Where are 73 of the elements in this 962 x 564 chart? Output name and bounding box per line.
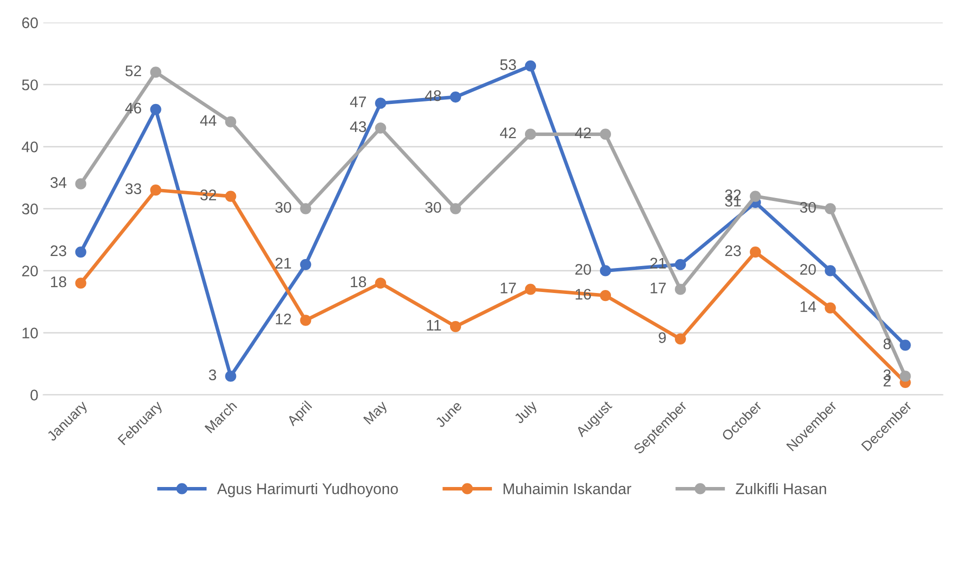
point [225, 190, 236, 202]
point [824, 203, 836, 214]
data-label: 17 [650, 282, 666, 294]
point [225, 370, 236, 382]
point [674, 284, 686, 295]
data-label: 53 [500, 59, 516, 70]
point [674, 333, 686, 345]
point [450, 91, 462, 103]
point [750, 246, 761, 258]
x-tick-label: May [363, 400, 390, 427]
data-label: 42 [500, 128, 516, 138]
point [150, 66, 162, 78]
point [300, 203, 312, 214]
point [75, 178, 86, 190]
point [300, 258, 312, 270]
point [674, 258, 686, 270]
data-label: 20 [800, 264, 816, 275]
data-label: 33 [125, 183, 142, 194]
point [300, 314, 312, 326]
point [600, 290, 612, 302]
x-tick-label: July [513, 400, 540, 426]
y-tick-label: 10 [22, 328, 38, 338]
point [450, 321, 462, 332]
data-label: 43 [350, 121, 366, 132]
point [375, 278, 386, 289]
legend-label: Zulkifli Hasan [736, 483, 826, 494]
data-label: 21 [276, 258, 292, 268]
y-tick-label: 60 [22, 17, 38, 28]
point [225, 116, 236, 128]
point [900, 340, 911, 351]
point [150, 104, 162, 115]
point [900, 370, 911, 382]
data-label: 18 [350, 276, 366, 288]
y-tick-label: 50 [22, 79, 38, 90]
data-label: 12 [276, 314, 291, 324]
data-label: 34 [50, 177, 66, 188]
data-label: 30 [800, 202, 816, 213]
data-label: 8 [884, 338, 891, 350]
data-label: 11 [426, 320, 441, 331]
legend-label: Muhaimin Iskandar [504, 483, 632, 494]
point [75, 278, 86, 289]
data-label: 23 [50, 245, 66, 256]
point [375, 122, 386, 134]
point [450, 203, 462, 214]
data-label: 18 [51, 276, 66, 288]
point [600, 265, 612, 276]
data-label: 52 [125, 65, 142, 76]
point [524, 284, 536, 295]
y-tick-label: 40 [22, 142, 38, 152]
point [75, 246, 86, 258]
data-label: 46 [125, 102, 142, 114]
point [750, 190, 761, 202]
data-label: 23 [725, 245, 741, 256]
y-tick-label: 30 [22, 204, 38, 214]
data-label: 9 [658, 332, 666, 344]
point [824, 265, 836, 276]
data-label: 3 [208, 369, 216, 380]
point [600, 128, 612, 140]
data-label: 17 [500, 282, 516, 294]
legend-label: Agus Harimurti Yudhoyono [217, 483, 398, 498]
data-label: 30 [275, 202, 292, 213]
data-label: 44 [200, 115, 216, 126]
point [375, 98, 386, 109]
data-label: 20 [575, 264, 591, 275]
point [824, 302, 836, 314]
point [150, 184, 162, 196]
data-label: 47 [350, 96, 366, 108]
y-tick-label: 20 [22, 266, 38, 276]
data-label: 30 [425, 202, 442, 213]
point [524, 60, 536, 72]
y-tick-label: 0 [30, 390, 38, 400]
point [524, 128, 536, 140]
data-label: 14 [800, 301, 816, 312]
